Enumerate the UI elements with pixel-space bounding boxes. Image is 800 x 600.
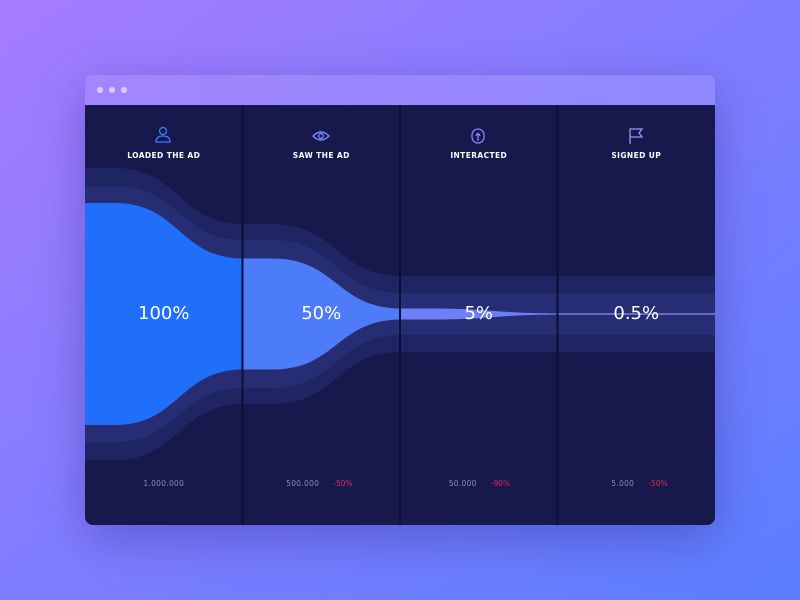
change-label: -90% xyxy=(491,479,510,488)
stage-title: SIGNED UP xyxy=(611,151,661,160)
count-label: 1.000.000 xyxy=(143,479,184,488)
funnel-segment xyxy=(242,258,401,370)
change-label: -50% xyxy=(333,479,352,488)
funnel xyxy=(85,105,715,525)
percent-label: 5% xyxy=(464,303,493,324)
overlay: LOADED THE AD 100% 1.000.000 SAW THE AD 50% 5… xyxy=(127,126,668,488)
eye-icon xyxy=(312,131,330,141)
stage-title: SAW THE AD xyxy=(293,151,350,160)
stage-title: INTERACTED xyxy=(450,151,507,160)
change-label: -50% xyxy=(648,479,667,488)
window-dot xyxy=(97,87,103,93)
title-bar xyxy=(85,75,715,105)
percent-label: 0.5% xyxy=(613,303,659,324)
stage-title: LOADED THE AD xyxy=(127,151,200,160)
funnel-segment xyxy=(400,308,559,320)
count-label: 50.000 xyxy=(449,479,477,488)
user-icon xyxy=(155,126,171,143)
funnel-segment xyxy=(85,203,244,425)
funnel-segment xyxy=(557,313,715,315)
window-dot xyxy=(109,87,115,93)
icons xyxy=(155,126,644,144)
count-label: 500.000 xyxy=(286,479,319,488)
percent-label: 50% xyxy=(301,303,341,324)
window-dot xyxy=(121,87,127,93)
touch-icon xyxy=(471,128,485,144)
count-label: 5.000 xyxy=(611,479,634,488)
flag-icon xyxy=(629,128,644,144)
percent-label: 100% xyxy=(138,303,189,324)
